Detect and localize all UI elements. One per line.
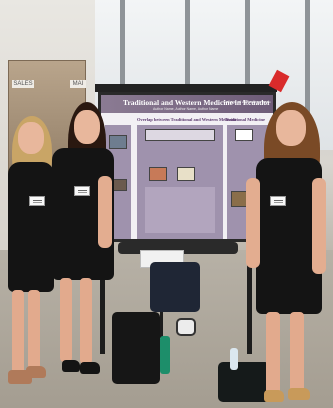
water-bottle bbox=[230, 348, 238, 370]
black-bag bbox=[112, 312, 160, 384]
leg bbox=[28, 290, 40, 374]
poster-subheading-right: Traditional Medicine bbox=[224, 117, 265, 122]
window-mullion bbox=[185, 0, 190, 150]
leg bbox=[80, 278, 92, 364]
poster-subheading-left: Overlap between Traditional and Western … bbox=[137, 117, 237, 122]
poster-image bbox=[149, 167, 167, 181]
poster-authors: Author Name, Author Name, Author Name bbox=[153, 107, 219, 111]
arm bbox=[98, 176, 112, 248]
leg bbox=[290, 312, 304, 394]
leg bbox=[60, 278, 72, 362]
stand-leg bbox=[247, 242, 252, 354]
name-badge bbox=[74, 186, 90, 196]
wall-sign-right: MAI bbox=[70, 80, 86, 88]
leg bbox=[266, 312, 280, 394]
poster-image bbox=[109, 135, 127, 149]
name-badge bbox=[270, 196, 286, 206]
face bbox=[18, 122, 44, 154]
shoe bbox=[288, 388, 310, 400]
poster-text-block bbox=[145, 129, 215, 141]
arm bbox=[246, 178, 260, 268]
white-bag bbox=[176, 318, 196, 336]
shoe bbox=[264, 390, 284, 402]
window-mullion bbox=[120, 0, 125, 150]
name-badge bbox=[29, 196, 45, 206]
window-mullion bbox=[305, 0, 310, 150]
face bbox=[74, 110, 100, 144]
poster-image bbox=[177, 167, 195, 181]
poster-title: Traditional and Western Medicine in Ecua… bbox=[123, 98, 271, 107]
wall-sign-sales: SALES bbox=[12, 80, 34, 88]
window-mullion bbox=[245, 0, 250, 150]
backpack bbox=[150, 262, 200, 312]
poster-institution: College of Agriculture and bbox=[223, 99, 269, 104]
leg bbox=[12, 290, 24, 374]
shoe bbox=[62, 360, 80, 372]
poster-image bbox=[235, 129, 253, 141]
dark-bag bbox=[218, 362, 270, 402]
poster-text-block bbox=[145, 187, 215, 233]
green-bottle bbox=[160, 336, 170, 374]
arm bbox=[312, 178, 326, 274]
poster-frame-top bbox=[95, 84, 277, 92]
face bbox=[276, 110, 306, 146]
shoe bbox=[80, 362, 100, 374]
shoe bbox=[26, 366, 46, 378]
poster-header bbox=[101, 95, 273, 113]
black-dress bbox=[8, 162, 54, 292]
black-dress bbox=[256, 158, 322, 314]
stand-leg bbox=[100, 242, 105, 354]
